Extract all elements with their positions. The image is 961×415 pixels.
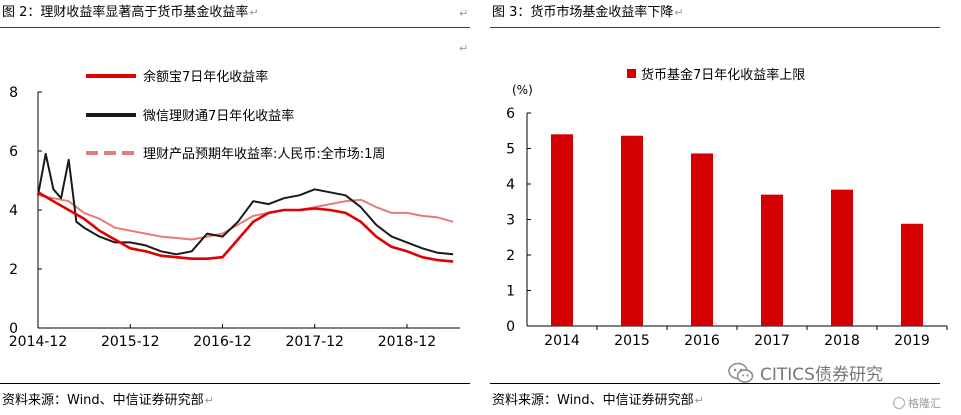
left-line-chart: 0 2 4 6 8 2014-12 2015-12 2016-12 2017-12 2018-12… — [9, 69, 460, 350]
left-source: 资料来源：Wind、中信证券研究部↵ — [2, 393, 214, 408]
y-tick-label: 6 — [9, 144, 18, 160]
x-tick-label: 2015 — [614, 333, 650, 349]
right-source-rule — [490, 383, 940, 384]
legend-label-1: 余额宝7日年化收益率 — [143, 69, 268, 85]
x-tick-label: 2018 — [824, 333, 860, 349]
legend-label: 货币基金7日年化收益率上限 — [641, 67, 805, 83]
x-tick-label: 2018-12 — [378, 334, 437, 350]
y-tick-label: 0 — [9, 321, 18, 337]
x-tick-label: 2016 — [684, 333, 720, 349]
paragraph-mark: ↵ — [459, 42, 469, 55]
legend-label-3: 理财产品预期年收益率:人民币:全市场:1周 — [143, 146, 385, 162]
bar — [831, 189, 853, 326]
y-tick-label: 1 — [506, 284, 515, 300]
series-line-2 — [37, 152, 454, 256]
y-tick-label: 2 — [9, 262, 18, 278]
x-tick-label: 2015-12 — [101, 334, 160, 350]
paragraph-mark: ↵ — [459, 7, 469, 20]
watermark-source: 格隆汇 — [893, 395, 941, 411]
y-unit-label: (%) — [512, 83, 533, 97]
x-tick-label: 2019 — [894, 333, 930, 349]
y-tick-label: 0 — [506, 319, 515, 335]
bar — [901, 223, 923, 326]
x-tick-label: 2014-12 — [9, 334, 68, 350]
x-tick-label: 2017 — [754, 333, 790, 349]
legend-label-2: 微信理财通7日年化收益率 — [143, 108, 294, 124]
left-title-rule — [0, 27, 470, 28]
x-tick-label: 2014 — [544, 333, 580, 349]
series-line-1 — [37, 191, 454, 263]
wechat-icon — [728, 362, 754, 383]
left-figure-title: 图 2：理财收益率显著高于货币基金收益率↵ — [2, 5, 259, 20]
y-tick-label: 2 — [506, 248, 515, 264]
y-tick-label: 4 — [506, 177, 515, 193]
y-tick-label: 5 — [506, 142, 515, 158]
x-tick-label: 2017-12 — [285, 334, 344, 350]
right-title-rule — [490, 27, 940, 28]
bar — [621, 135, 643, 326]
y-tick-label: 3 — [506, 213, 515, 229]
watermark: CITICS债券研究 — [728, 360, 883, 385]
legend-swatch — [627, 69, 636, 78]
series-line-3 — [37, 194, 454, 241]
watermark-logo-icon — [893, 397, 905, 409]
bar — [761, 194, 783, 326]
bar — [551, 134, 573, 326]
left-source-rule — [0, 383, 470, 384]
right-bar-chart: (%) 0 1 2 3 4 5 6 2014 2015 2016 2017 2018 2019 货币基金7日… — [506, 67, 948, 349]
right-figure-title: 图 3：货币市场基金收益率下降↵ — [492, 5, 684, 20]
watermark-brand: CITICS债券研究 — [760, 365, 883, 385]
x-tick-label: 2016-12 — [193, 334, 252, 350]
y-tick-label: 8 — [9, 85, 18, 101]
y-tick-label: 6 — [506, 106, 515, 122]
watermark-source-text: 格隆汇 — [908, 397, 941, 410]
y-tick-label: 4 — [9, 203, 18, 219]
right-source: 资料来源：Wind、中信证券研究部↵ — [492, 393, 704, 408]
bar — [691, 153, 713, 326]
